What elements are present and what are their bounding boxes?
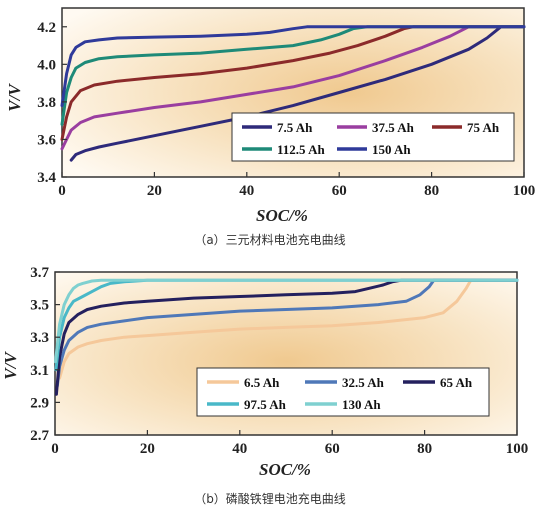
chart-b-legend-label: 97.5 Ah [244, 397, 287, 412]
chart-a-legend-label: 75 Ah [467, 120, 500, 135]
chart-b-legend-label: 130 Ah [342, 397, 381, 412]
chart-b-ytick-label: 3.5 [30, 298, 49, 314]
chart-a-xtick-label: 80 [424, 183, 439, 199]
chart-a-series-line-4 [60, 25, 526, 108]
chart-b-ytick-label: 3.3 [30, 330, 49, 346]
chart-a-series-line-1 [60, 25, 526, 151]
chart-b-xtick-label: 20 [140, 441, 155, 457]
chart-b-legend-box [196, 367, 490, 417]
chart-a-legend: 7.5 Ah 37.5 Ah 75 Ah 112.5 Ah 150 Ah [231, 112, 515, 162]
chart-a-xtick-label: 20 [147, 183, 162, 199]
chart-b-legend: 6.5 Ah 32.5 Ah 65 Ah 97.5 Ah 130 Ah [196, 367, 490, 417]
chart-a-ytick-label: 3.6 [37, 132, 56, 148]
chart-a-series-line-2 [60, 25, 526, 141]
chart-b-xtick-label: 80 [417, 441, 432, 457]
chart-a-ytick-label: 3.4 [37, 170, 56, 186]
chart-a-legend-label: 112.5 Ah [277, 142, 325, 157]
chart-b-legend-label: 65 Ah [440, 375, 473, 390]
chart-a-ticks: 0 20 40 60 80 100 3.4 3.6 3.8 4.0 4.2 [37, 20, 535, 199]
chart-b-ticks: 0 20 40 60 80 100 2.7 2.9 3.1 3.3 3.5 3.7 [30, 265, 528, 457]
chart-b-series-line-0 [58, 278, 519, 380]
chart-b-series-line-4 [54, 278, 519, 364]
chart-a-ylabel: V/V [5, 83, 24, 112]
chart-b-legend-label: 32.5 Ah [342, 375, 385, 390]
chart-a-legend-label: 150 Ah [372, 142, 411, 157]
chart-a-xtick-label: 0 [58, 183, 66, 199]
chart-a-caption: （a）三元材料电池充电曲线 [194, 232, 345, 247]
chart-b-xtick-label: 100 [506, 441, 529, 457]
chart-b-ylabel: V/V [1, 351, 20, 380]
chart-b-legend-label: 6.5 Ah [244, 375, 280, 390]
chart-a-lines [60, 25, 526, 162]
chart-a-xtick-label: 40 [239, 183, 254, 199]
chart-a-series-line-0 [69, 25, 526, 162]
chart-b-xlabel: SOC/% [259, 460, 311, 479]
chart-a-xlabel: SOC/% [256, 206, 308, 225]
chart-b-series-line-1 [55, 278, 519, 388]
chart-b-xtick-label: 40 [232, 441, 247, 457]
chart-a-xtick-label: 100 [513, 183, 536, 199]
chart-b-ytick-label: 3.7 [30, 265, 49, 281]
chart-b-ytick-label: 2.9 [30, 395, 49, 411]
chart-a-series-line-3 [60, 25, 526, 126]
chart-a-legend-box [231, 112, 515, 162]
chart-a: 0 20 40 60 80 100 3.4 3.6 3.8 4.0 4.2 V/V SOC/% 7.… [5, 7, 535, 247]
chart-a-legend-label: 37.5 Ah [372, 120, 415, 135]
chart-a-ytick-label: 4.0 [37, 57, 56, 73]
chart-a-legend-label: 7.5 Ah [277, 120, 313, 135]
chart-b-series-line-2 [54, 278, 519, 396]
chart-b-xtick-label: 0 [51, 441, 59, 457]
chart-b-ytick-label: 3.1 [30, 363, 49, 379]
chart-b-ytick-label: 2.7 [30, 428, 49, 444]
chart-b-caption: （b）磷酸铁锂电池充电曲线 [194, 491, 346, 506]
chart-a-ytick-label: 4.2 [37, 20, 56, 36]
chart-a-xtick-label: 60 [332, 183, 347, 199]
chart-a-ytick-label: 3.8 [37, 95, 56, 111]
chart-b-lines [54, 278, 519, 396]
chart-b: 0 20 40 60 80 100 2.7 2.9 3.1 3.3 3.5 3.7 V/V SOC/%… [1, 265, 528, 506]
chart-b-xtick-label: 60 [325, 441, 340, 457]
